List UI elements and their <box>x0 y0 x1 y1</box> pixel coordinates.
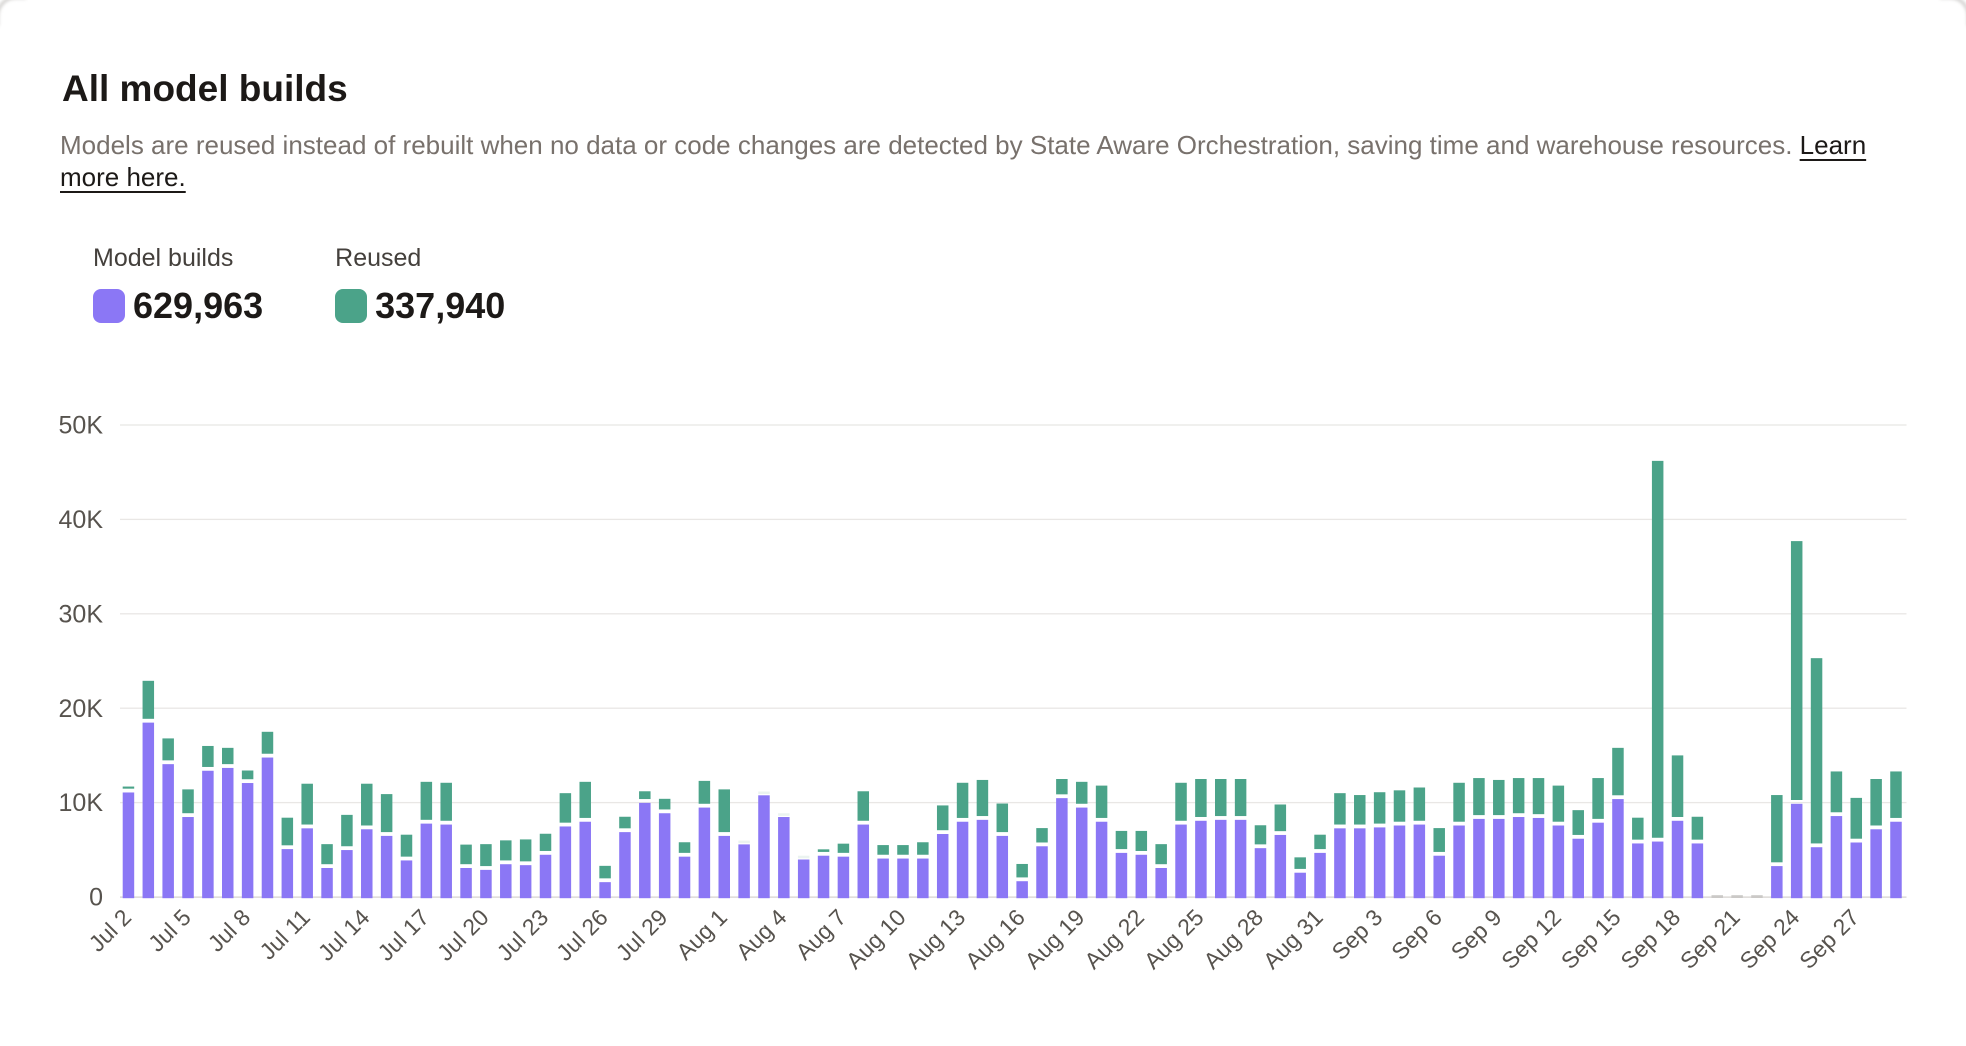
svg-text:Aug 1: Aug 1 <box>671 904 732 965</box>
svg-text:Sep 21: Sep 21 <box>1675 904 1745 974</box>
svg-text:10K: 10K <box>59 789 104 817</box>
svg-text:Jul 11: Jul 11 <box>254 904 315 965</box>
svg-text:Jul 8: Jul 8 <box>203 904 256 957</box>
svg-text:Jul 17: Jul 17 <box>372 904 434 966</box>
svg-text:Aug 19: Aug 19 <box>1020 904 1090 974</box>
svg-text:Jul 14: Jul 14 <box>313 904 375 966</box>
svg-text:0: 0 <box>89 884 103 912</box>
svg-text:Jul 20: Jul 20 <box>432 904 494 966</box>
svg-text:Sep 27: Sep 27 <box>1794 904 1864 974</box>
svg-text:Aug 10: Aug 10 <box>841 904 911 974</box>
svg-text:Sep 24: Sep 24 <box>1735 904 1805 974</box>
svg-text:50K: 50K <box>59 412 104 440</box>
svg-text:Jul 23: Jul 23 <box>492 904 554 966</box>
svg-text:Aug 28: Aug 28 <box>1198 904 1268 974</box>
svg-text:Aug 16: Aug 16 <box>960 904 1030 974</box>
svg-text:Jul 29: Jul 29 <box>611 904 673 966</box>
svg-text:Aug 13: Aug 13 <box>900 904 970 974</box>
svg-text:Jul 2: Jul 2 <box>83 904 136 957</box>
svg-text:20K: 20K <box>59 695 104 723</box>
svg-text:Aug 4: Aug 4 <box>731 904 792 965</box>
svg-text:Sep 18: Sep 18 <box>1615 904 1685 974</box>
svg-text:Sep 12: Sep 12 <box>1496 904 1566 974</box>
svg-text:Jul 5: Jul 5 <box>143 904 196 957</box>
svg-text:Sep 3: Sep 3 <box>1327 904 1388 965</box>
svg-text:Sep 6: Sep 6 <box>1386 904 1447 965</box>
svg-text:Aug 22: Aug 22 <box>1079 904 1149 974</box>
svg-text:Aug 31: Aug 31 <box>1258 904 1328 974</box>
svg-text:30K: 30K <box>59 600 104 628</box>
svg-text:Aug 25: Aug 25 <box>1139 904 1209 974</box>
svg-text:Sep 15: Sep 15 <box>1556 904 1626 974</box>
svg-text:Jul 26: Jul 26 <box>551 904 613 966</box>
svg-text:40K: 40K <box>59 506 104 534</box>
